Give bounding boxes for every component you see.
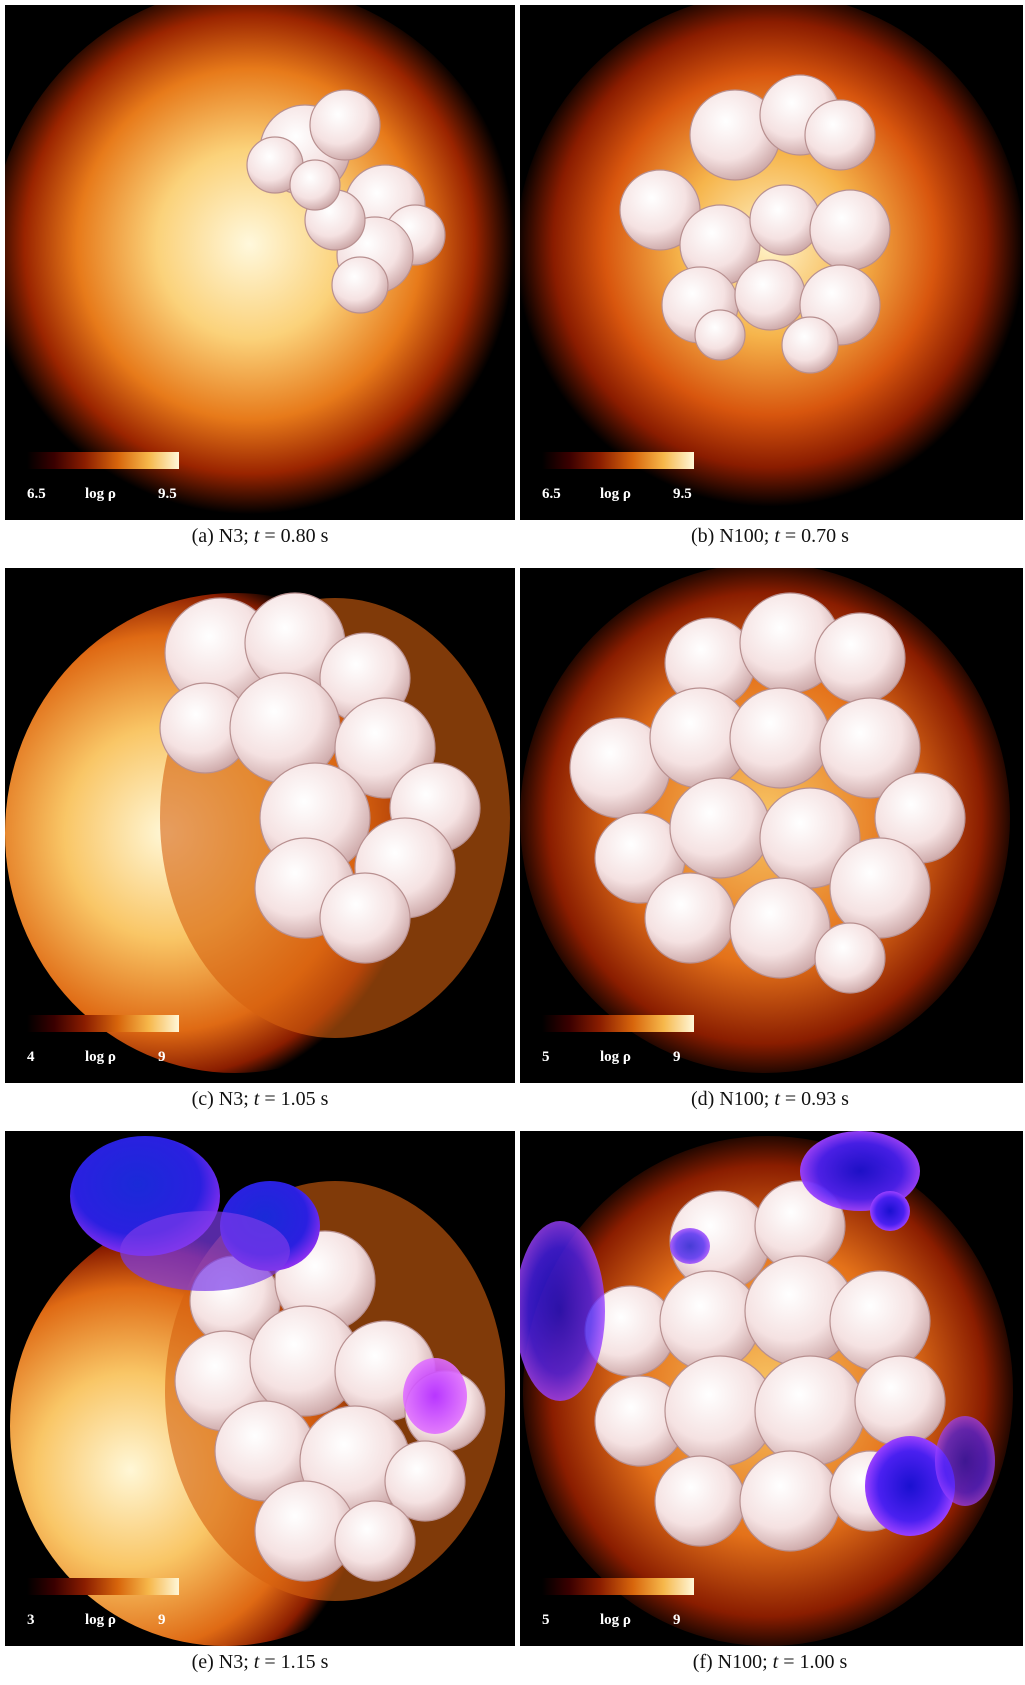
panel-d-render — [520, 568, 1010, 1073]
colorbar-label: log ρ — [600, 486, 631, 502]
panel-a-image: 6.5 log ρ 9.5 — [5, 5, 515, 520]
caption-b: (b) N100; t = 0.70 s — [691, 525, 849, 547]
panel-f-render — [520, 1131, 1013, 1646]
colorbar-label: log ρ — [600, 1049, 631, 1065]
star-density-field — [5, 5, 515, 520]
colorbar-min: 4 — [27, 1049, 35, 1065]
outer-ash-blobs — [520, 1131, 995, 1536]
caption-a: (a) N3; t = 0.80 s — [191, 525, 329, 547]
colorbar-label: log ρ — [85, 1612, 116, 1628]
colorbar-max: 9 — [673, 1049, 681, 1065]
colorbar-min: 3 — [27, 1612, 35, 1628]
flame-bubbles — [619, 74, 891, 374]
colorbar — [542, 1015, 694, 1032]
colorbar — [27, 1578, 179, 1595]
colorbar — [542, 1578, 694, 1595]
colorbar-min: 5 — [542, 1612, 550, 1628]
panel-a-render — [5, 5, 515, 520]
panel-e-render — [10, 1136, 505, 1646]
panel-d-image: 5 log ρ 9 — [520, 568, 1023, 1083]
caption-f: (f) N100; t = 1.00 s — [692, 1651, 848, 1673]
panel-e-image: 3 log ρ 9 — [5, 1131, 515, 1646]
colorbar — [27, 1015, 179, 1032]
colorbar-min: 6.5 — [542, 486, 561, 502]
panel-c-render — [5, 592, 510, 1073]
panel-b-render — [520, 5, 1023, 517]
colorbar — [542, 452, 694, 469]
caption-d: (d) N100; t = 0.93 s — [691, 1088, 849, 1110]
panel-f-image: 5 log ρ 9 — [520, 1131, 1023, 1646]
colorbar-min: 6.5 — [27, 486, 46, 502]
colorbar-max: 9 — [158, 1612, 166, 1628]
colorbar-label: log ρ — [600, 1612, 631, 1628]
colorbar-max: 9.5 — [158, 486, 177, 502]
caption-c: (c) N3; t = 1.05 s — [191, 1088, 329, 1110]
caption-e: (e) N3; t = 1.15 s — [191, 1651, 329, 1673]
colorbar-label: log ρ — [85, 1049, 116, 1065]
colorbar-max: 9 — [673, 1612, 681, 1628]
colorbar — [27, 452, 179, 469]
colorbar-max: 9 — [158, 1049, 166, 1065]
colorbar-label: log ρ — [85, 486, 116, 502]
panel-c-image: 4 log ρ 9 — [5, 568, 515, 1083]
colorbar-max: 9.5 — [673, 486, 692, 502]
flame-bubbles — [584, 1180, 946, 1552]
flame-bubbles — [159, 592, 481, 964]
outer-ash-blobs — [70, 1136, 467, 1434]
flame-bubbles — [569, 592, 966, 994]
flame-bubbles — [246, 89, 446, 314]
panel-b-image: 6.5 log ρ 9.5 — [520, 5, 1023, 520]
colorbar-min: 5 — [542, 1049, 550, 1065]
